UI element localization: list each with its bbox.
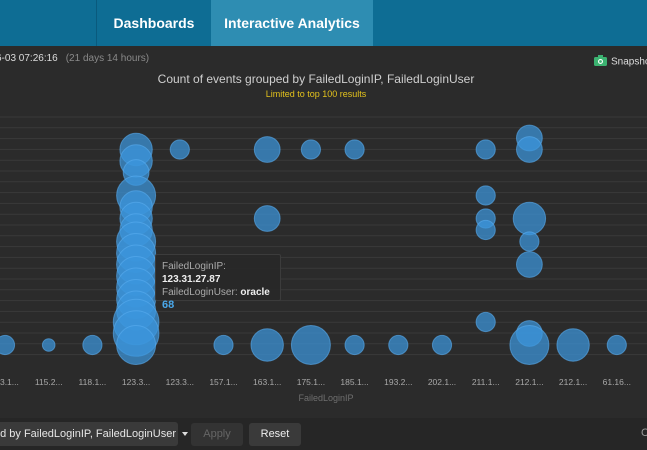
data-point[interactable] (512, 201, 547, 236)
x-tick-label: 212.1... (559, 377, 587, 387)
chart-bubbles (0, 124, 627, 365)
tooltip-ip-label: FailedLoginIP: (162, 261, 226, 272)
data-point[interactable] (388, 334, 409, 356)
x-tick-label: 113.1... (0, 377, 19, 387)
data-point[interactable] (169, 139, 190, 160)
camera-icon (594, 55, 607, 69)
time-range-duration: (21 days 14 hours) (65, 53, 150, 64)
snapshot-button[interactable]: Snapshot (594, 55, 647, 69)
tooltip-user-label: FailedLoginUser: (162, 287, 238, 298)
data-point[interactable] (300, 139, 321, 160)
x-tick-label: 202.1... (428, 377, 456, 387)
data-point[interactable] (516, 136, 543, 163)
truncated-control[interactable]: C (641, 427, 647, 439)
group-by-value: ed by FailedLoginIP, FailedLoginUser (0, 428, 177, 440)
x-tick-label: 123.3... (166, 377, 194, 387)
data-point[interactable] (0, 334, 16, 356)
x-tick-label: 115.2... (35, 377, 63, 387)
x-tick-label: 61.16... (603, 377, 631, 387)
data-point[interactable] (606, 334, 627, 356)
x-tick-label: 185.1... (340, 377, 368, 387)
chart-title: Count of events grouped by FailedLoginIP… (157, 72, 475, 86)
footer-toolbar: ed by FailedLoginIP, FailedLoginUser App… (0, 418, 647, 450)
data-point[interactable] (516, 251, 543, 278)
x-tick-label: 175.1... (297, 377, 325, 387)
snapshot-label: Snapshot (611, 56, 647, 68)
x-tick-label: 193.2... (384, 377, 412, 387)
data-point[interactable] (253, 136, 281, 163)
tab-dashboards[interactable]: Dashboards (96, 0, 211, 46)
chart-gridlines (0, 116, 647, 356)
data-point[interactable] (475, 219, 496, 241)
tooltip-ip-value: 123.31.27.87 (162, 274, 221, 285)
data-point[interactable] (250, 328, 284, 362)
tooltip-user-value: oracle (240, 287, 270, 298)
data-point[interactable] (509, 325, 550, 365)
data-point[interactable] (253, 205, 281, 232)
apply-button[interactable]: Apply (191, 423, 243, 446)
x-tick-label: 212.1... (515, 377, 543, 387)
data-point[interactable] (41, 338, 56, 352)
data-point[interactable] (82, 334, 103, 356)
data-point[interactable] (344, 334, 365, 356)
time-range: 6-03 07:26:16 (21 days 14 hours) (0, 53, 149, 64)
top-navigation-bar: Dashboards Interactive Analytics (0, 0, 647, 46)
chart-subtitle: Limited to top 100 results (265, 89, 367, 99)
x-axis-label: FailedLoginIP (298, 393, 353, 403)
x-tick-label: 123.3... (122, 377, 150, 387)
data-point[interactable] (519, 231, 540, 252)
data-point[interactable] (116, 325, 157, 365)
data-point[interactable] (431, 334, 453, 356)
time-range-end: 6-03 07:26:16 (0, 53, 58, 64)
x-tick-label: 211.1... (472, 377, 500, 387)
x-tick-label: 118.1... (79, 377, 107, 387)
data-point[interactable] (475, 185, 496, 206)
reset-button[interactable]: Reset (249, 423, 301, 446)
bubble-chart[interactable]: 113.1... 115.2... 118.1... 123.3... 123.3...… (0, 0, 647, 418)
chevron-down-icon (182, 432, 189, 437)
chart-tooltip: FailedLoginIP: 123.31.27.87 FailedLoginU… (155, 254, 281, 311)
time-range-bar: 6-03 07:26:16 (21 days 14 hours) (0, 46, 647, 71)
data-point[interactable] (213, 334, 234, 356)
data-point[interactable] (475, 311, 496, 333)
data-point[interactable] (475, 139, 496, 160)
x-axis-ticks: 113.1... 115.2... 118.1... 123.3... 123.3...… (0, 377, 631, 387)
x-tick-label: 157.1... (209, 377, 237, 387)
tooltip-count: 68 (162, 299, 175, 311)
x-tick-label: 163.1... (253, 377, 281, 387)
group-by-dropdown[interactable]: ed by FailedLoginIP, FailedLoginUser (0, 422, 189, 446)
data-point[interactable] (290, 325, 331, 365)
tab-interactive-analytics[interactable]: Interactive Analytics (211, 0, 373, 46)
data-point[interactable] (556, 328, 590, 362)
data-point[interactable] (344, 139, 365, 160)
